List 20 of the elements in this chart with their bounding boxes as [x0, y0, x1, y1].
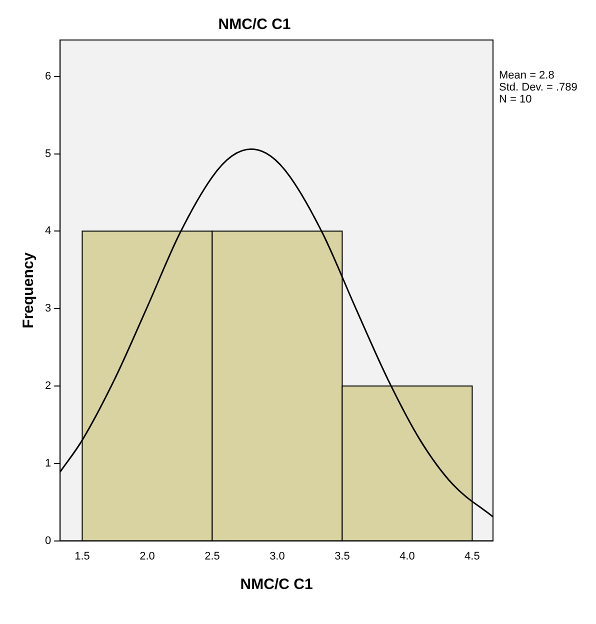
- x-tick-label: 1.5: [74, 550, 90, 562]
- x-axis-title: NMC/C C1: [240, 576, 313, 594]
- y-tick-label: 6: [44, 70, 52, 82]
- x-tick-label: 2.0: [140, 550, 155, 562]
- y-tick-label: 0: [44, 534, 52, 547]
- y-axis-title: Frequency: [20, 252, 38, 328]
- x-tick-label: 3.0: [270, 550, 285, 562]
- text: Mean = 2.8: [499, 70, 554, 82]
- y-tick-label: 5: [44, 148, 52, 160]
- y-tick-label: 3: [44, 302, 52, 315]
- chart-title: NMC/C C1: [218, 16, 291, 34]
- text: Std. Dev. = .789: [499, 82, 578, 94]
- x-tick-label: 4.5: [464, 550, 480, 562]
- x-tick-label: 2.5: [204, 550, 220, 562]
- x-tick-label: 3.5: [334, 550, 350, 562]
- y-tick-label: 1: [44, 457, 52, 470]
- text: N = 10: [499, 94, 532, 106]
- x-tick-label: 4.0: [400, 550, 415, 562]
- y-tick-label: 2: [44, 380, 52, 392]
- y-tick-label: 4: [44, 225, 52, 238]
